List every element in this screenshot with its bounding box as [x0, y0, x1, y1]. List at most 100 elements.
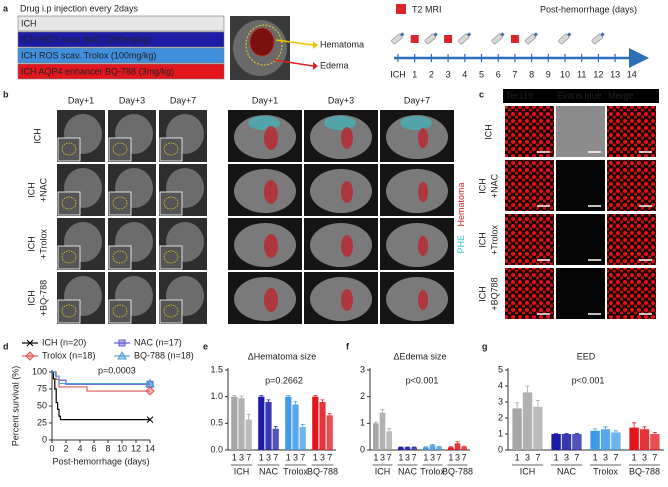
row-label: ICH	[32, 128, 42, 144]
x-tick-label: 8	[105, 443, 110, 453]
error-bar	[603, 426, 608, 430]
error-bar	[535, 400, 540, 407]
bar	[398, 447, 404, 450]
x-tick-label: 0	[49, 443, 54, 453]
syringe-tip	[600, 32, 605, 37]
day-label: 7	[412, 452, 417, 462]
error-bar	[246, 413, 251, 420]
header-bar	[503, 89, 659, 103]
timeline-tick-label: 1	[412, 69, 417, 79]
p-value: p<0.001	[406, 375, 439, 385]
day-label: 3	[642, 452, 647, 462]
bar	[245, 419, 252, 450]
day-label: 3	[430, 452, 435, 462]
timeline-tick-label: 9	[546, 69, 551, 79]
lesion-outline	[163, 142, 179, 156]
syringe-body	[524, 33, 537, 45]
y-axis-label: Percent survival (%)	[10, 366, 20, 447]
day-label: 3	[266, 452, 271, 462]
panel-label: a	[3, 3, 9, 13]
hematoma-label: Hematoma	[320, 39, 364, 49]
error-bar	[652, 432, 657, 434]
lesion-outline	[112, 142, 128, 156]
syringe	[457, 32, 472, 45]
error-bar	[327, 413, 332, 416]
group-label: BQ-788	[442, 466, 473, 476]
error-bar	[515, 402, 520, 409]
row-label: +NAC	[38, 177, 48, 202]
micrograph	[556, 214, 605, 265]
group-label: BQ-788	[629, 466, 660, 476]
timeline-tick-label: 6	[496, 69, 501, 79]
hematoma	[249, 27, 275, 57]
day-label: 7	[273, 452, 278, 462]
column-header: Ter119	[506, 90, 533, 100]
syringe	[558, 32, 572, 45]
day-label: 3	[525, 452, 530, 462]
x-axis-label: Post-hemorrhage (days)	[52, 456, 149, 466]
day-label: 7	[300, 452, 305, 462]
bar	[650, 434, 660, 450]
y-tick-label: 0.0	[210, 444, 223, 454]
row-label: +NAC	[489, 173, 499, 198]
hematoma-overlay	[418, 128, 428, 148]
panel-label: d	[3, 341, 9, 351]
x-tick-label: 14	[145, 443, 155, 453]
group-label: BQ-788	[307, 466, 338, 476]
bar	[292, 404, 299, 450]
hematoma-overlay	[264, 288, 278, 312]
side-label-part: PHE	[456, 235, 466, 254]
panel-label: c	[479, 89, 484, 99]
x-tick-label: 6	[91, 443, 96, 453]
micrograph	[607, 106, 656, 157]
day-label: 1	[554, 452, 559, 462]
arrowhead	[313, 41, 318, 49]
hematoma-overlay	[264, 126, 278, 150]
y-tick-label: 4	[498, 380, 503, 390]
brain-slice	[386, 277, 448, 321]
day-label: 3	[320, 452, 325, 462]
row-label: ICH	[477, 178, 487, 194]
syringe	[424, 32, 438, 45]
lesion-outline	[112, 196, 128, 210]
error-bar	[320, 399, 325, 402]
timeline-tick-label: 7	[512, 69, 517, 79]
micrograph	[556, 160, 605, 211]
micrograph	[556, 106, 605, 157]
zoom-inset	[108, 299, 132, 324]
bar	[258, 396, 265, 450]
chart-title: ΔEdema size	[393, 351, 446, 361]
syringe-body	[591, 33, 603, 45]
group-label: NAC	[398, 466, 418, 476]
hematoma-overlay	[341, 289, 353, 311]
zoom-inset	[108, 191, 132, 216]
bar	[319, 402, 326, 450]
bar	[639, 429, 650, 450]
timeline-tick-label: ICH	[390, 69, 406, 79]
day-label: 3	[455, 452, 460, 462]
y-tick-label: 100	[32, 366, 47, 376]
x-tick-label: 12	[131, 443, 141, 453]
panel-title: Drug i.p injection every 2days	[20, 3, 139, 13]
bar	[551, 434, 561, 450]
timeline-tick-label: 13	[610, 69, 620, 79]
error-bar	[239, 395, 244, 399]
bar	[522, 392, 533, 450]
y-tick-label: 50	[37, 400, 47, 410]
day-label: 7	[246, 452, 251, 462]
bar	[312, 396, 319, 450]
marker	[145, 386, 155, 396]
hematoma-overlay	[264, 234, 278, 258]
timeline-tick-label: 2	[429, 69, 434, 79]
bar	[600, 429, 611, 450]
mri-mark	[510, 35, 519, 43]
y-tick-label: 1	[360, 418, 365, 428]
day-label: 1	[423, 452, 428, 462]
hematoma-overlay	[341, 181, 353, 203]
bar	[590, 430, 600, 450]
bar	[461, 446, 467, 450]
syringe	[491, 32, 505, 45]
day-label: 7	[535, 452, 540, 462]
y-tick-label: 2	[498, 412, 503, 422]
